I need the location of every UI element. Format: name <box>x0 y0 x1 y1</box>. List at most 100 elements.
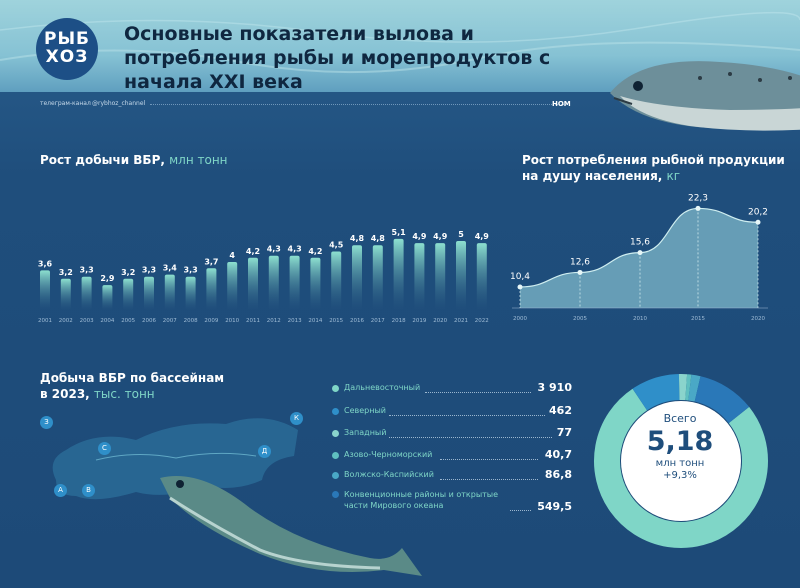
donut-slice-2 <box>632 374 681 411</box>
legend-item-1: Дальневосточный 3 910 <box>332 381 572 396</box>
production-bar-chart: 3,6 2001 3,2 2002 3,3 2003 2,9 2004 3,2 2005 3,3 20… <box>38 228 489 324</box>
map-label-4: Д <box>258 445 271 458</box>
bar-label-2012: 4,3 <box>267 245 281 254</box>
point-label-2005: 12,6 <box>570 257 590 267</box>
bar-label-2002: 3,2 <box>59 268 73 277</box>
bar-label-2016: 4,8 <box>350 234 365 243</box>
logo-line-1: РЫБ <box>43 29 91 49</box>
tick-2005: 2005 <box>121 318 135 324</box>
legend-dot <box>332 408 339 415</box>
bar-2022 <box>476 243 487 310</box>
consumption-chart-title: Рост потребления рыбной продукции на душ… <box>522 152 785 184</box>
production-unit: млн тонн <box>169 153 228 167</box>
legend-item-4: Азово-Черноморский 40,7 <box>332 448 572 463</box>
credit-divider <box>150 104 570 105</box>
bar-label-2009: 3,7 <box>204 257 218 266</box>
legend-value: 86,8 <box>544 468 572 481</box>
point-2020 <box>755 219 761 225</box>
bar-2003 <box>81 276 92 310</box>
bar-2019 <box>414 243 425 310</box>
bar-2005 <box>123 278 134 310</box>
bar-2018 <box>393 238 404 310</box>
bar-2021 <box>456 241 466 310</box>
tick-2021: 2021 <box>454 318 468 324</box>
legend-dot <box>332 491 339 498</box>
bar-label-2010: 4 <box>229 251 235 260</box>
credit-label: телеграм-канал <box>40 100 91 107</box>
legend-dot <box>332 452 339 459</box>
legend-label: Конвенционные районы и открытые части Ми… <box>344 490 499 510</box>
tick-2012: 2012 <box>267 318 281 324</box>
map-label-3: К <box>290 412 303 425</box>
bar-label-2005: 3,2 <box>121 268 135 277</box>
tick-2007: 2007 <box>163 318 177 324</box>
map-label-1: З <box>40 416 53 429</box>
point-label-2000: 10,4 <box>510 272 530 282</box>
bar-label-2018: 5,1 <box>392 228 407 237</box>
legend-label: Западный <box>344 428 387 437</box>
donut-label: Всего <box>663 412 697 425</box>
bar-2010 <box>227 262 238 310</box>
legend-label: Азово-Черноморский <box>344 450 433 459</box>
legend-leader <box>388 415 545 416</box>
header-band <box>0 0 800 92</box>
consumption-unit: кг <box>666 169 681 183</box>
point-label-2010: 15,6 <box>630 238 650 248</box>
cod-illustration <box>160 476 422 576</box>
consumption-area <box>520 208 758 308</box>
legend-value: 549,5 <box>537 500 572 513</box>
map-label-5: А <box>54 484 67 497</box>
bar-2008 <box>185 276 196 310</box>
tick-2020: 2020 <box>751 316 765 322</box>
bar-2015 <box>331 251 342 310</box>
bar-label-2007: 3,4 <box>163 264 178 273</box>
tick-2019: 2019 <box>412 318 426 324</box>
legend-label: Дальневосточный <box>344 383 421 392</box>
point-2000 <box>517 284 523 290</box>
basins-title-line-2: в 2023, <box>40 387 90 401</box>
bar-label-2020: 4,9 <box>433 232 448 241</box>
tick-2010: 2010 <box>225 318 239 324</box>
bar-label-2014: 4,2 <box>308 247 322 256</box>
logo-line-2: ХОЗ <box>45 47 89 67</box>
bar-label-2004: 2,9 <box>100 274 115 283</box>
tick-2006: 2006 <box>142 318 156 324</box>
legend-value: 40,7 <box>544 448 572 461</box>
bar-label-2013: 4,3 <box>288 245 302 254</box>
tick-2002: 2002 <box>59 318 73 324</box>
legend-item-5: Волжско-Каспийский 86,8 <box>332 468 572 483</box>
tick-2010: 2010 <box>633 316 647 322</box>
logo: РЫБ ХОЗ <box>36 18 98 80</box>
bar-2001 <box>40 270 50 310</box>
bar-label-2015: 4,5 <box>329 241 344 250</box>
donut-hole <box>621 401 741 521</box>
bar-label-2003: 3,3 <box>80 266 94 275</box>
bar-2016 <box>352 245 362 310</box>
tick-2001: 2001 <box>38 318 52 324</box>
map-label-6: В <box>82 484 95 497</box>
legend-dot <box>332 430 339 437</box>
point-2010 <box>637 250 643 256</box>
donut-slice-5 <box>688 374 701 402</box>
basins-title: Добыча ВБР по бассейнам в 2023, тыс. тон… <box>40 370 224 402</box>
tick-2015: 2015 <box>329 318 343 324</box>
salmon-illustration <box>610 61 800 131</box>
donut-slice-1 <box>594 388 768 548</box>
tick-2017: 2017 <box>371 318 385 324</box>
legend-item-3: Западный 77 <box>332 426 572 441</box>
donut-change: +9,3% <box>663 470 697 481</box>
legend-label: Северный <box>344 406 386 415</box>
point-label-2020: 20,2 <box>748 207 768 217</box>
tick-2013: 2013 <box>288 318 302 324</box>
credit-brand: НОМ <box>552 100 571 108</box>
map-label-2: С <box>98 442 111 455</box>
bar-label-2011: 4,2 <box>246 247 260 256</box>
bar-2006 <box>144 276 154 310</box>
tick-2009: 2009 <box>204 318 218 324</box>
tick-2004: 2004 <box>100 318 114 324</box>
consumption-title-line-2: на душу населения, <box>522 169 663 183</box>
tick-2022: 2022 <box>475 318 489 324</box>
bar-2002 <box>60 278 71 310</box>
bar-2020 <box>435 243 446 310</box>
